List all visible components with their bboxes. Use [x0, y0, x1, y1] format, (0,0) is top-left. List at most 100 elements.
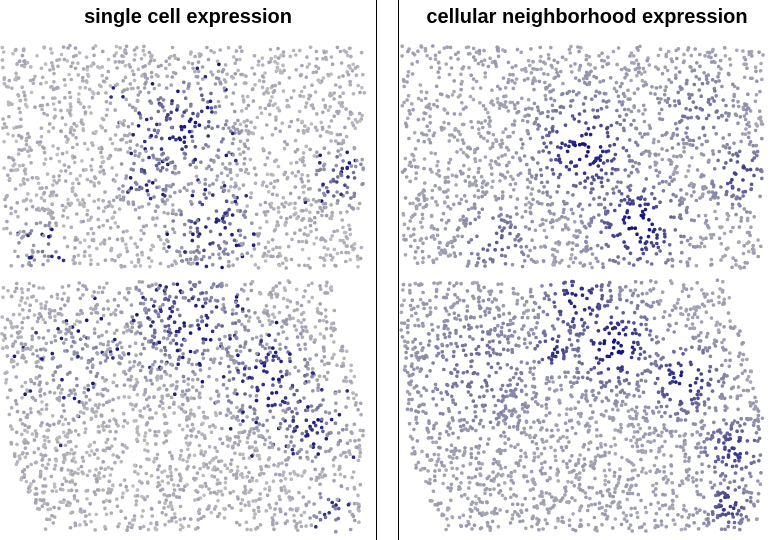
cell-point	[50, 351, 55, 356]
cell-point	[264, 355, 269, 360]
cell-point	[81, 122, 85, 127]
cell-point	[23, 423, 27, 428]
cell-point	[300, 119, 304, 124]
cell-point	[252, 515, 256, 520]
cell-point	[237, 361, 241, 366]
cell-point	[45, 113, 50, 117]
cell-point	[629, 109, 634, 114]
cell-point	[9, 206, 13, 210]
cell-point	[51, 373, 55, 378]
cell-point	[135, 245, 139, 249]
cell-point	[143, 139, 147, 144]
cell-point	[112, 297, 117, 302]
cell-point	[194, 488, 198, 493]
cell-point	[241, 183, 246, 187]
cell-point	[256, 428, 261, 433]
cell-point	[270, 133, 275, 137]
cell-point	[321, 97, 326, 102]
cell-point	[443, 180, 448, 185]
cell-point	[202, 464, 206, 469]
cell-point	[90, 294, 95, 298]
cell-point	[43, 484, 48, 488]
cell-point	[89, 179, 93, 184]
cell-point	[24, 253, 29, 258]
cell-point	[321, 201, 326, 206]
cell-point	[66, 299, 70, 303]
cell-point	[308, 210, 312, 214]
cell-point	[165, 431, 170, 435]
cell-point	[111, 483, 115, 487]
cell-point	[293, 150, 298, 154]
cell-point	[723, 54, 728, 58]
cell-point	[71, 452, 76, 456]
cell-point	[54, 86, 58, 91]
cell-point	[115, 497, 119, 501]
cell-point	[464, 105, 468, 109]
cell-point	[483, 107, 488, 111]
cell-point	[316, 66, 321, 70]
cell-point	[256, 266, 261, 270]
cell-point	[303, 200, 308, 205]
cell-point	[49, 474, 54, 479]
cell-point	[73, 482, 78, 487]
cell-point	[258, 226, 263, 230]
cell-point	[37, 374, 42, 378]
cell-point	[223, 122, 228, 127]
cell-point	[321, 57, 325, 61]
cell-point	[64, 337, 68, 342]
cell-point	[609, 202, 613, 207]
cell-point	[20, 148, 24, 152]
cell-point	[102, 241, 107, 246]
cell-point	[40, 75, 45, 80]
cell-point	[28, 488, 32, 493]
cell-point	[60, 297, 64, 302]
cell-point	[297, 239, 301, 244]
cell-point	[460, 122, 465, 127]
cell-point	[124, 246, 129, 250]
cell-point	[337, 389, 342, 394]
cell-point	[71, 133, 75, 137]
cell-point	[303, 347, 308, 351]
cell-point	[280, 202, 284, 206]
cell-point	[170, 75, 175, 79]
cell-point	[322, 362, 327, 367]
cell-point	[62, 163, 67, 167]
cell-point	[239, 501, 243, 506]
cell-point	[269, 56, 274, 61]
cell-point	[101, 313, 106, 318]
cell-point	[356, 206, 360, 211]
cell-point	[433, 57, 438, 61]
cell-point	[334, 264, 338, 268]
cell-point	[235, 414, 240, 419]
cell-point	[422, 111, 426, 115]
cell-point	[329, 258, 334, 262]
cell-point	[351, 92, 356, 96]
cell-point	[57, 255, 61, 260]
cell-point	[165, 393, 170, 398]
cell-point	[20, 395, 24, 400]
cell-point	[349, 430, 354, 434]
cell-point	[28, 407, 33, 411]
cell-point	[241, 410, 245, 414]
cell-point	[189, 434, 194, 438]
cell-point	[446, 121, 451, 126]
cell-point	[649, 262, 654, 266]
cell-point	[121, 184, 125, 188]
cell-point	[134, 353, 138, 358]
cell-point	[344, 427, 349, 432]
cell-point	[270, 84, 275, 88]
cell-point	[627, 226, 631, 231]
cell-point	[237, 186, 242, 191]
cell-point	[147, 90, 151, 95]
cell-point	[111, 356, 115, 360]
cell-point	[273, 507, 277, 511]
cell-point	[228, 222, 232, 226]
cell-point	[643, 108, 647, 112]
cell-point	[276, 464, 280, 468]
cell-point	[82, 509, 87, 514]
cell-point	[192, 465, 196, 470]
cell-point	[71, 417, 76, 422]
cell-point	[315, 112, 319, 116]
cell-point	[26, 131, 30, 136]
cell-point	[246, 132, 251, 136]
